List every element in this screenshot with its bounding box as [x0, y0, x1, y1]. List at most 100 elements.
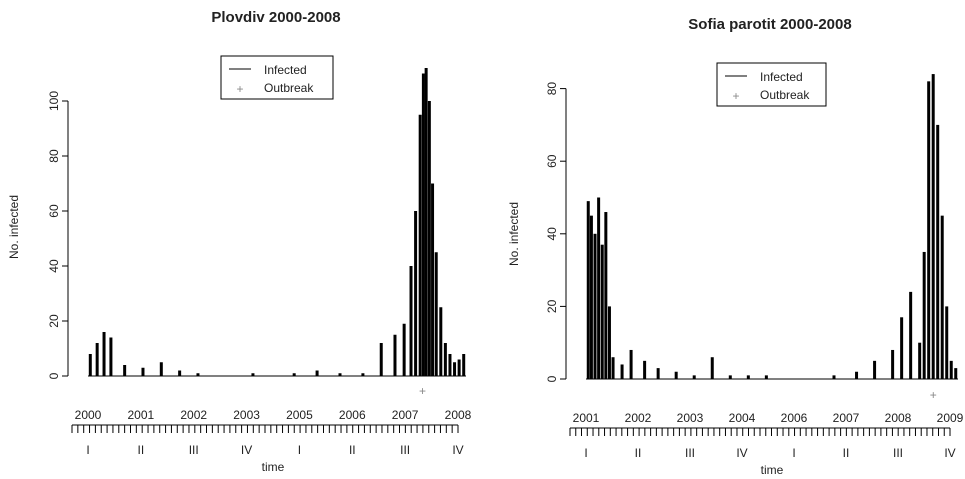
bar	[431, 183, 435, 376]
y-tick-label: 20	[545, 299, 559, 313]
bar	[891, 349, 895, 379]
x-axis-label: time	[262, 460, 285, 474]
bar	[764, 375, 768, 379]
year-label: 2006	[781, 411, 808, 425]
bar	[692, 375, 696, 379]
quarter-label: I	[86, 443, 89, 457]
bar	[586, 201, 590, 379]
bar	[620, 364, 624, 379]
y-tick-label: 20	[47, 314, 61, 328]
y-tick-label: 0	[47, 372, 61, 379]
year-label: 2002	[180, 408, 207, 422]
y-tick-label: 60	[47, 204, 61, 218]
bar	[421, 73, 425, 376]
chart-title: Sofia parotit 2000-2008	[688, 16, 851, 33]
bar	[448, 354, 452, 376]
bar	[409, 266, 413, 376]
y-tick-label: 60	[545, 154, 559, 168]
bar	[414, 211, 418, 376]
y-axis-label: No. infected	[7, 195, 21, 259]
bar	[918, 342, 922, 379]
bar	[940, 215, 944, 379]
bar	[656, 368, 660, 379]
bar	[379, 343, 383, 376]
quarter-label: II	[635, 446, 642, 460]
quarter-label: III	[189, 443, 199, 457]
y-axis-label: No. infected	[507, 202, 521, 266]
outbreak-marker: +	[930, 388, 937, 402]
y-tick-label: 40	[545, 227, 559, 241]
legend-outbreak-label: Outbreak	[760, 88, 810, 102]
bar	[927, 81, 931, 379]
year-label: 2009	[937, 411, 964, 425]
quarter-label: III	[400, 443, 410, 457]
bar	[855, 371, 859, 379]
bar	[196, 373, 200, 376]
quarter-label: I	[584, 446, 587, 460]
bar	[909, 291, 913, 379]
legend-outbreak-marker: +	[732, 89, 739, 103]
quarter-label: IV	[944, 446, 955, 460]
y-tick-label: 0	[545, 375, 559, 382]
bar	[141, 367, 145, 376]
legend-infected-label: Infected	[760, 70, 803, 84]
bar	[123, 365, 127, 376]
y-tick-label: 100	[47, 91, 61, 111]
year-label: 2003	[677, 411, 704, 425]
y-tick-label: 80	[47, 149, 61, 163]
bar	[746, 375, 750, 379]
bar	[159, 362, 163, 376]
bar	[931, 74, 935, 379]
year-label: 2007	[833, 411, 860, 425]
legend-box	[220, 55, 334, 100]
bar	[593, 233, 597, 379]
bar	[922, 251, 926, 379]
bar	[832, 375, 836, 379]
bar	[600, 244, 604, 379]
bar	[338, 373, 342, 376]
quarter-label: III	[685, 446, 695, 460]
bar	[629, 349, 633, 379]
bar	[178, 370, 182, 376]
bar	[109, 337, 113, 376]
y-tick-label: 80	[545, 82, 559, 96]
legend-box	[716, 62, 827, 107]
quarter-label: II	[138, 443, 145, 457]
year-label: 2001	[128, 408, 155, 422]
bar	[418, 114, 422, 376]
y-tick-label: 40	[47, 259, 61, 273]
quarter-label: III	[893, 446, 903, 460]
bar	[427, 101, 431, 376]
year-label: 2008	[885, 411, 912, 425]
bar	[102, 332, 106, 376]
bar	[424, 68, 428, 376]
bar	[292, 373, 296, 376]
bar	[728, 375, 732, 379]
bar	[936, 124, 940, 380]
bar	[643, 360, 647, 379]
bar	[589, 215, 593, 379]
quarter-label: I	[298, 443, 301, 457]
plovdiv-panel: Plovdiv 2000-2008 No. infected time Infe…	[7, 9, 472, 474]
outbreak-marker: +	[419, 384, 426, 398]
x-axis-label: time	[761, 463, 784, 477]
bar	[361, 373, 365, 376]
bar	[402, 323, 406, 376]
legend: Infected + Outbreak	[716, 62, 827, 107]
bar	[462, 354, 466, 376]
bar	[434, 252, 438, 376]
year-label: 2005	[286, 408, 313, 422]
year-label: 2007	[392, 408, 419, 422]
quarter-label: IV	[736, 446, 747, 460]
year-label: 2004	[729, 411, 756, 425]
bar	[393, 334, 397, 376]
bar	[611, 357, 615, 379]
bar	[607, 306, 611, 379]
chart-title: Plovdiv 2000-2008	[211, 9, 340, 26]
bar	[873, 360, 877, 379]
bar	[954, 368, 958, 379]
legend-outbreak-marker: +	[236, 82, 243, 96]
year-label: 2006	[339, 408, 366, 422]
bar	[710, 357, 714, 379]
